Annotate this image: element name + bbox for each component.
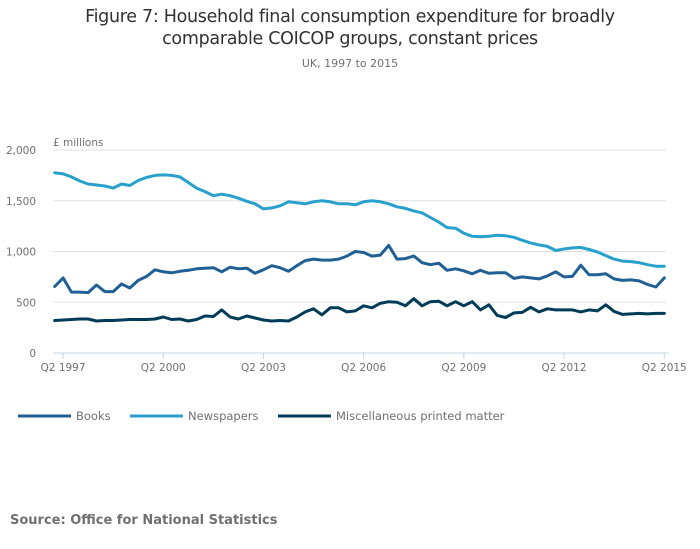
x-tick-label: Q2 2012 [542, 362, 587, 374]
x-tick-label: Q2 2003 [241, 362, 286, 374]
x-tick-label: Q2 2006 [341, 362, 386, 374]
chart-title-line-2: comparable COICOP groups, constant price… [162, 29, 538, 49]
legend-item[interactable]: Newspapers [130, 409, 259, 423]
legend-label: Books [76, 409, 111, 423]
legend-label: Miscellaneous printed matter [336, 409, 505, 423]
y-axis-label: £ millions [53, 137, 103, 149]
chart-title: Figure 7: Household final consumption ex… [0, 6, 700, 50]
chart-subtitle: UK, 1997 to 2015 [301, 57, 399, 70]
x-tick-label: Q2 1997 [41, 362, 86, 374]
y-axis: 0 500 1,000 1,500 2,000 [6, 145, 36, 360]
series-group [53, 171, 666, 323]
x-tick-label: Q2 2000 [141, 362, 186, 374]
legend-label: Newspapers [188, 409, 259, 423]
gridlines [53, 149, 666, 303]
series-line-books[interactable] [53, 243, 666, 295]
source-note: Source: Office for National Statistics [10, 513, 278, 528]
y-tick-label: 500 [16, 297, 36, 309]
y-tick-label: 1,000 [6, 247, 36, 259]
y-tick-label: 2,000 [6, 145, 36, 157]
x-tick-label: Q2 2015 [642, 362, 687, 374]
series-line-newspapers[interactable] [53, 171, 666, 268]
legend-item[interactable]: Miscellaneous printed matter [278, 409, 505, 423]
chart-title-line-1: Figure 7: Household final consumption ex… [85, 7, 615, 27]
series-line-miscellaneous-printed-matter[interactable] [53, 297, 666, 323]
legend-item[interactable]: Books [18, 409, 111, 423]
x-axis: Q2 1997 Q2 2000 Q2 2003 Q2 2006 Q2 2009 Q2 20… [41, 352, 687, 374]
legend: Books Newspapers Miscellaneous printed mat… [18, 409, 505, 423]
y-tick-label: 0 [29, 348, 36, 360]
x-tick-label: Q2 2009 [441, 362, 486, 374]
y-tick-label: 1,500 [6, 196, 36, 208]
